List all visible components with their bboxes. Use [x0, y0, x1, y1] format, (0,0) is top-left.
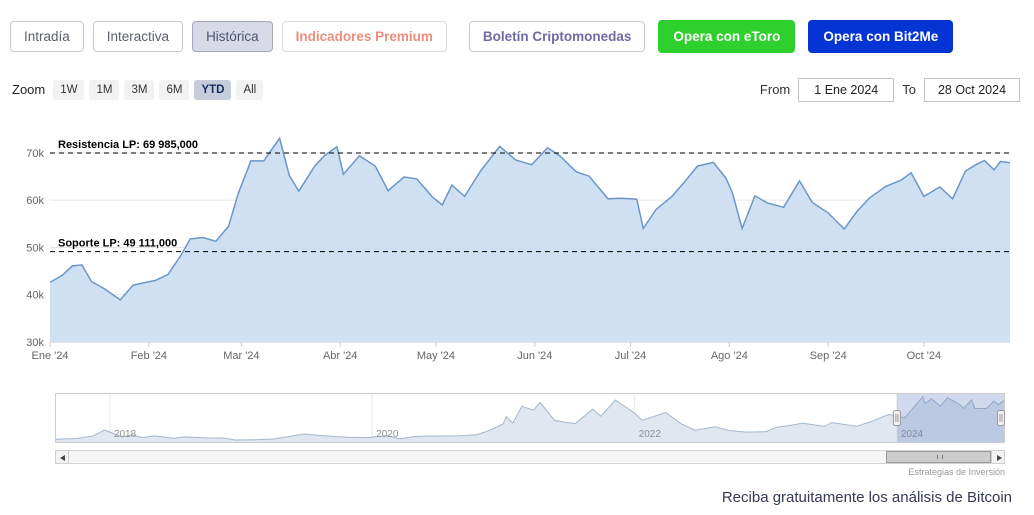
- navigator-year-label: 2024: [901, 429, 924, 440]
- zoom-button-ytd[interactable]: YTD: [194, 79, 232, 100]
- right-arrow-icon: [997, 454, 1002, 461]
- x-axis-label: Jul '24: [615, 350, 646, 362]
- x-axis-label: Abr '24: [323, 350, 358, 362]
- zoom-button-1w[interactable]: 1W: [53, 79, 85, 100]
- navigator-right-handle[interactable]: [997, 410, 1005, 426]
- navigator[interactable]: 2018 2020 2022 2024: [54, 393, 1006, 448]
- zoom-button-1m[interactable]: 1M: [89, 79, 120, 100]
- from-date-input[interactable]: [798, 77, 895, 102]
- credits-link[interactable]: Estrategias de Inversión: [908, 467, 1005, 477]
- tab-indicadores-premium[interactable]: Indicadores Premium: [281, 21, 447, 52]
- tab-interactiva[interactable]: Interactiva: [92, 21, 184, 52]
- y-axis-label: 40k: [26, 290, 44, 302]
- navigator-area: [55, 396, 1005, 442]
- toolbar: Intradía Interactiva Histórica Indicador…: [10, 20, 1022, 53]
- opera-con-etoro-button[interactable]: Opera con eToro: [658, 20, 796, 53]
- y-axis-label: 60k: [26, 195, 44, 207]
- tab-boletin-criptomonedas[interactable]: Boletín Criptomonedas: [468, 21, 646, 52]
- date-range-inputs: From To: [752, 77, 1020, 102]
- navigator-year-label: 2018: [114, 429, 137, 440]
- x-axis-label: Feb '24: [131, 350, 167, 362]
- navigator-svg[interactable]: 2018 2020 2022 2024: [54, 393, 1006, 443]
- scrollbar-left-arrow-button[interactable]: [55, 450, 69, 464]
- footer-headline: Reciba gratuitamente los análisis de Bit…: [721, 489, 1012, 506]
- x-axis-label: Ago '24: [711, 350, 748, 362]
- zoom-button-6m[interactable]: 6M: [159, 79, 190, 100]
- navigator-left-handle[interactable]: [892, 410, 901, 426]
- price-line: [49, 136, 1011, 301]
- price-chart: 30k 40k 50k 60k 70k Ene '24 Feb '24 Mar '24 Abr …: [10, 120, 1022, 371]
- navigator-year-label: 2022: [639, 429, 662, 440]
- plotline-label: Soporte LP: 49 111,000: [58, 238, 177, 250]
- x-axis-label: Ene '24: [32, 350, 69, 362]
- price-area: [50, 138, 1010, 342]
- range-selector: Zoom 1W 1M 3M 6M YTD All From To: [12, 77, 1020, 102]
- price-chart-svg: 30k 40k 50k 60k 70k Ene '24 Feb '24 Mar '24 Abr …: [26, 136, 1011, 362]
- left-arrow-icon: [60, 454, 65, 461]
- x-axis-label: Jun '24: [517, 350, 552, 362]
- to-date-input[interactable]: [924, 77, 1020, 102]
- plotline-label: Resistencia LP: 69 985,000: [58, 139, 198, 151]
- from-label: From: [759, 82, 791, 97]
- x-axis-label: Oct '24: [907, 350, 942, 362]
- navigator-selected-range[interactable]: [896, 393, 1005, 443]
- to-label: To: [902, 82, 916, 97]
- scrollbar-right-arrow-button[interactable]: [991, 450, 1005, 464]
- zoom-button-all[interactable]: All: [236, 79, 264, 100]
- tab-historica[interactable]: Histórica: [192, 21, 273, 52]
- x-axis-label: Sep '24: [810, 350, 847, 362]
- scrollbar-thumb[interactable]: [886, 451, 991, 463]
- y-axis-label: 50k: [26, 242, 44, 254]
- x-axis-label: Mar '24: [223, 350, 259, 362]
- navigator-scrollbar[interactable]: [55, 450, 1005, 464]
- navigator-year-label: 2020: [376, 429, 399, 440]
- y-axis-label: 30k: [26, 337, 44, 349]
- y-axis-label: 70k: [26, 148, 44, 160]
- navigator-line: [54, 395, 1006, 441]
- x-axis-label: May '24: [417, 350, 455, 362]
- opera-con-bit2me-button[interactable]: Opera con Bit2Me: [808, 20, 954, 53]
- zoom-button-3m[interactable]: 3M: [124, 79, 155, 100]
- scrollbar-track[interactable]: [69, 450, 991, 464]
- tab-intradia[interactable]: Intradía: [10, 21, 84, 52]
- zoom-label: Zoom: [12, 82, 46, 97]
